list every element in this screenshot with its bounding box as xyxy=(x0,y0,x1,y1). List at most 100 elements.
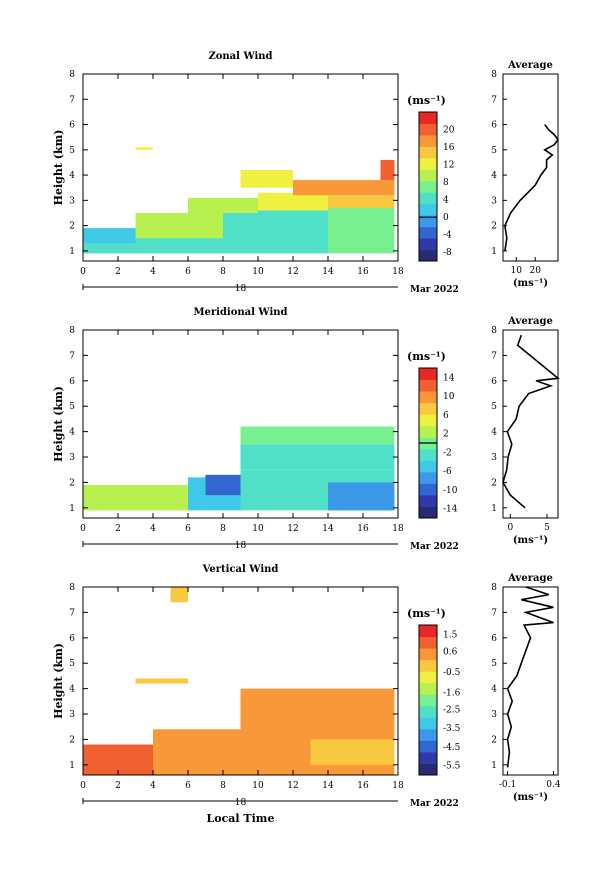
x-tick-label: 0 xyxy=(80,267,86,277)
colorbar-segment xyxy=(419,425,437,438)
x-tick-label: 18 xyxy=(392,524,404,534)
colorbar-tick-label: 4 xyxy=(443,196,449,206)
x-tick-label: 14 xyxy=(322,524,334,534)
colorbar-segment xyxy=(419,506,437,519)
average-y-tick-label: 8 xyxy=(491,326,497,336)
colorbar-tick-label: 12 xyxy=(443,161,454,171)
x-tick-label: 2 xyxy=(115,267,121,277)
average-y-tick-label: 7 xyxy=(491,95,497,105)
x-tick-label: 18 xyxy=(392,781,404,791)
heatmap-cell xyxy=(205,474,241,496)
y-tick-label: 3 xyxy=(69,710,75,720)
y-tick-label: 4 xyxy=(69,428,75,438)
colorbar-segment xyxy=(419,180,437,193)
average-profile-line xyxy=(504,124,559,252)
y-tick-label: 2 xyxy=(69,735,75,745)
colorbar-tick-label: -6 xyxy=(443,467,452,477)
average-y-tick-label: 1 xyxy=(491,504,497,514)
average-title: Average xyxy=(507,60,553,71)
average-y-tick-label: 1 xyxy=(491,761,497,771)
heatmap-cell xyxy=(380,159,395,181)
colorbar-segment xyxy=(419,192,437,205)
y-tick-label: 1 xyxy=(69,761,75,771)
x-tick-label: 4 xyxy=(150,267,156,277)
average-y-tick-label: 7 xyxy=(491,351,497,361)
heatmap-cell xyxy=(135,678,188,684)
heatmap-cell xyxy=(328,195,395,208)
colorbar-segment xyxy=(419,249,437,262)
y-tick-label: 8 xyxy=(69,326,75,336)
heatmap-cell xyxy=(328,482,395,511)
average-y-tick-label: 7 xyxy=(491,608,497,618)
colorbar-segment xyxy=(419,169,437,182)
colorbar-tick-label: 14 xyxy=(443,373,455,383)
date-day: 18 xyxy=(235,284,247,294)
colorbar-frame xyxy=(418,624,438,776)
heatmap-cell xyxy=(135,212,223,239)
x-tick-label: 6 xyxy=(185,267,191,277)
average-y-tick-label: 4 xyxy=(491,428,497,438)
heatmap-field xyxy=(83,147,395,254)
average-title: Average xyxy=(507,316,553,327)
heatmap-field xyxy=(83,587,395,775)
x-tick-label: 10 xyxy=(252,524,264,534)
average-x-tick-label: -0.1 xyxy=(499,780,516,790)
average-title: Average xyxy=(507,573,553,584)
average-y-tick-label: 3 xyxy=(491,196,497,206)
average-y-tick-label: 2 xyxy=(491,222,497,232)
colorbar-unit: (ms⁻¹) xyxy=(407,607,446,620)
average-frame xyxy=(502,329,559,519)
y-tick-label: 2 xyxy=(69,222,75,232)
x-tick-label: 16 xyxy=(357,781,369,791)
colorbar-segment xyxy=(419,763,437,776)
y-tick-label: 5 xyxy=(69,146,75,156)
colorbar-tick-label: -14 xyxy=(443,505,458,515)
colorbar-unit: (ms⁻¹) xyxy=(407,94,446,107)
colorbar-tick-label: 0.6 xyxy=(443,647,458,657)
heatmap-cell xyxy=(240,426,395,445)
y-tick-label: 1 xyxy=(69,504,75,514)
x-tick-label: 12 xyxy=(287,267,298,277)
average-y-tick-label: 3 xyxy=(491,453,497,463)
x-tick-label: 8 xyxy=(220,781,226,791)
y-tick-label: 6 xyxy=(69,121,75,131)
colorbar-segment xyxy=(419,460,437,473)
plot-frame xyxy=(82,586,399,776)
colorbar-tick-label: -8 xyxy=(443,248,452,258)
average-x-label: (ms⁻¹) xyxy=(513,535,548,546)
date-day: 18 xyxy=(235,541,247,551)
heatmap-cell xyxy=(240,444,395,470)
average-y-tick-label: 3 xyxy=(491,710,497,720)
average-profile-line xyxy=(502,334,560,509)
colorbar-tick-label: -4.5 xyxy=(443,743,461,753)
y-tick-label: 8 xyxy=(69,70,75,80)
y-tick-label: 5 xyxy=(69,402,75,412)
colorbar-tick-label: 2 xyxy=(443,430,449,440)
average-profile-line xyxy=(506,586,554,768)
x-tick-label: 10 xyxy=(252,781,264,791)
colorbar-tick-label: 0 xyxy=(443,213,449,223)
colorbar-segment xyxy=(419,134,437,147)
colorbar-segment xyxy=(419,740,437,753)
heatmap-cell xyxy=(83,744,153,775)
colorbar-segment xyxy=(419,379,437,392)
average-x-tick-label: 0.4 xyxy=(546,780,561,790)
x-tick-label: 16 xyxy=(357,524,369,534)
x-tick-label: 14 xyxy=(322,267,334,277)
colorbar-unit: (ms⁻¹) xyxy=(407,350,446,363)
colorbar-segment xyxy=(419,705,437,718)
colorbar-segment xyxy=(419,112,437,124)
heatmap-cell xyxy=(328,205,395,254)
colorbar-segment xyxy=(419,671,437,684)
average-y-tick-label: 6 xyxy=(491,121,497,131)
heatmap-field xyxy=(83,426,395,511)
average-y-tick-label: 4 xyxy=(491,685,497,695)
colorbar-tick-label: -1.6 xyxy=(443,689,461,699)
colorbar-tick-label: 20 xyxy=(443,126,455,136)
colorbar-frame xyxy=(418,111,438,262)
colorbar-segment xyxy=(419,648,437,661)
x-tick-label: 2 xyxy=(115,524,121,534)
colorbar-tick-label: -4 xyxy=(443,231,452,241)
y-tick-label: 4 xyxy=(69,171,75,181)
x-tick-label: 18 xyxy=(392,267,404,277)
